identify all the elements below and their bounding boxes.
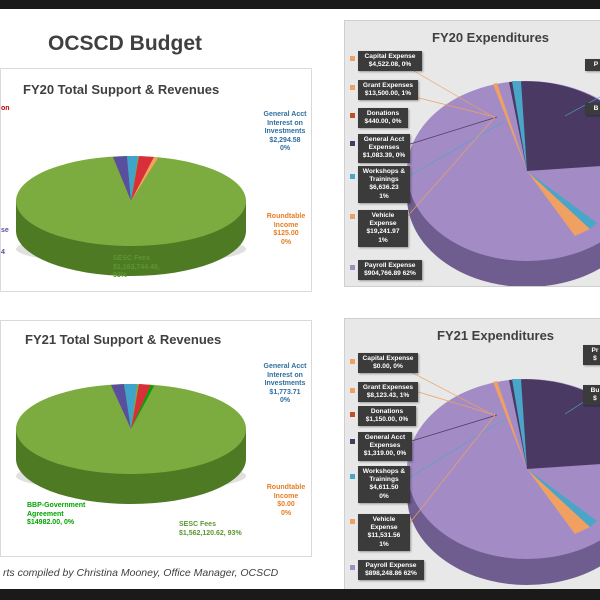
tag-vehicle-expense: Vehicle Expense $19,241.97 1% [358,210,408,247]
fy21-support-title: FY21 Total Support & Revenues [25,332,222,347]
bottom-border [0,589,600,600]
label-roundtable: Roundtable Income $125.00 0% [266,213,306,246]
slice-teal [512,81,527,171]
slice-red [131,384,151,429]
tag-general-acct-expenses: General Acct Expenses $1,083.39, 0% [358,134,410,163]
fy20-expenditures-title: FY20 Expenditures [432,30,550,45]
footer-credit: rts compiled by Christina Mooney, Office… [3,567,279,579]
slice-dark-purple [509,81,600,171]
slice-bbp [131,385,154,429]
tag-grant-expenses: Grant Expenses $13,500.00, 1% [358,80,418,101]
fy20-expenditures-chart: FY20 Expenditures Capital Expense $4,522… [344,20,600,287]
cut-label-red: on [1,105,10,112]
vehicle-marker [350,214,355,219]
tag-right-1: Pr $ [583,345,600,366]
fy21-support-pie [16,384,246,504]
slice-red [131,156,154,201]
tag-right-1: P [585,59,600,72]
slice-dark-purple [509,379,600,469]
cut-label-purple: se [1,227,9,234]
fy20-expenditures-pie [389,56,600,286]
tag-vehicle-expense: Vehicle Expense $11,531.56 1% [358,514,410,551]
capital-marker [350,56,355,61]
fy21-expenditures-title: FY21 Expenditures [437,328,555,343]
tag-workshops: Workshops & Trainings $6,636.23 1% [358,166,410,203]
slice-teal [124,384,137,429]
general-marker [350,141,355,146]
tag-payroll-expense: Payroll Expense $898,248.86 62% [358,560,424,581]
label-bbp: BBP-Government Agreement $14982.00, 0% [27,502,86,527]
tag-capital-expense: Capital Expense $4,522.08, 0% [358,51,422,72]
tag-workshops: Workshops & Trainings $4,611.50 0% [358,466,410,503]
tag-general-acct-expenses: General Acct Expenses $1,319.00, 0% [358,432,412,461]
label-roundtable: Roundtable Income $0.00 0% [266,484,306,517]
tag-grant-expenses: Grant Expenses $8,123.43, 1% [358,382,418,403]
label-general-acct: General Acct Interest on Investments $2,… [263,111,307,153]
fy21-expenditures-chart: FY21 Expenditures Capital Expense $0.00,… [344,318,600,590]
fy20-support-title: FY20 Total Support & Revenues [23,82,220,97]
slice-orange [131,157,158,201]
payroll-marker [350,265,355,270]
tag-payroll-expense: Payroll Expense $904,766.89 62% [358,260,422,281]
slide-title: OCSCD Budget [48,32,202,55]
label-general-acct: General Acct Interest on Investments $1,… [263,363,307,405]
slice-purple [113,156,131,201]
label-sesc-fees: SESC Fees $1,163,744.49, 93% [113,255,160,280]
tag-donations: Donations $440.00, 0% [358,108,408,129]
slice-teal [127,156,138,201]
tag-donations: Donations $1,150.00, 0% [358,406,416,427]
fy21-expenditures-pie [389,360,600,585]
fy20-support-chart: FY20 Total Support & Revenues on se 4 Ge… [0,68,312,292]
donations-marker [350,113,355,118]
slice-purple [111,384,131,429]
slice-workshops [527,171,597,229]
grant-marker [350,85,355,90]
slice-vehicle [527,171,590,236]
fy20-support-pie [16,156,246,276]
label-sesc-fees: SESC Fees $1,562,120.62, 93% [179,521,242,537]
top-border [0,0,600,9]
cut-label-small: 4 [1,249,5,256]
workshops-marker [350,174,355,179]
tag-capital-expense: Capital Expense $0.00, 0% [358,353,418,374]
tag-right-2: Bu $ [583,385,600,406]
slice-orange [493,83,527,171]
fy21-support-chart: FY21 Total Support & Revenues General Ac… [0,320,312,557]
tag-right-2: B [585,103,600,116]
